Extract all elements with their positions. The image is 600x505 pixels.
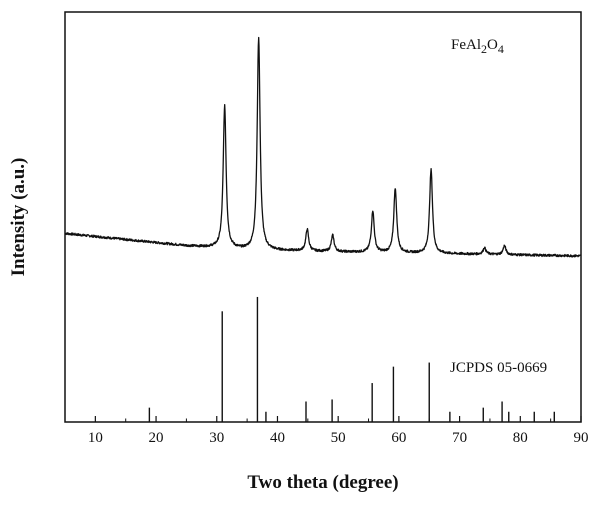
x-axis-ticks: 10 20 30 40 50 60 70 80 90 xyxy=(64,416,589,446)
x-tick-label: 40 xyxy=(270,430,285,446)
x-axis-title: Two theta (degree) xyxy=(247,472,398,493)
x-tick-label: 80 xyxy=(513,430,528,446)
x-tick-label: 70 xyxy=(452,430,467,446)
x-tick-label: 90 xyxy=(574,430,589,446)
plot-frame xyxy=(64,11,582,423)
y-axis-title: Intensity (a.u.) xyxy=(8,158,29,277)
x-tick-label: 60 xyxy=(391,430,406,446)
sample-label-sub2: 4 xyxy=(498,42,504,56)
x-tick-label: 10 xyxy=(88,430,103,446)
reference-sticks xyxy=(148,296,555,422)
x-tick-label: 30 xyxy=(209,430,224,446)
sample-label: FeAl2O4 xyxy=(451,37,504,56)
xrd-pattern-line xyxy=(64,36,582,258)
sample-label-prefix: FeAl xyxy=(451,37,481,53)
x-tick-label: 50 xyxy=(331,430,346,446)
reference-label: JCPDS 05-0669 xyxy=(450,360,547,376)
x-tick-label: 20 xyxy=(149,430,164,446)
sample-label-mid: O xyxy=(487,37,498,53)
sample-label-sub1: 2 xyxy=(481,42,487,56)
